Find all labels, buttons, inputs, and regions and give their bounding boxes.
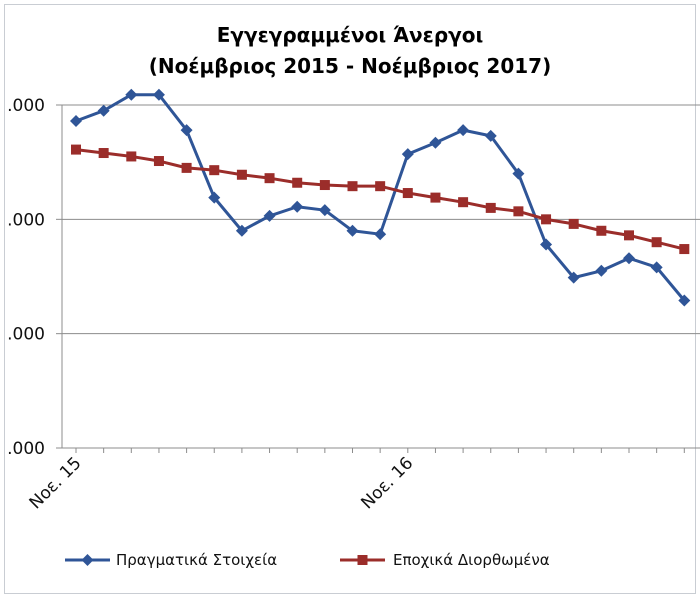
series-1-point-14 — [458, 197, 469, 208]
legend-marker-0 — [81, 554, 94, 566]
series-0-point-14 — [457, 124, 470, 137]
series-1-point-3 — [153, 156, 164, 167]
series-0-point-15 — [484, 129, 497, 142]
series-1-point-4 — [181, 162, 192, 173]
series-1-point-11 — [375, 181, 386, 192]
series-0-point-20 — [623, 252, 635, 265]
series-1-point-9 — [319, 180, 330, 191]
series-0-point-9 — [318, 204, 331, 217]
x-tick-label-1: Νοε. 16 — [357, 453, 417, 513]
series-1-point-2 — [126, 151, 137, 162]
series-line-0 — [75, 93, 686, 302]
chart-subtitle: (Νοέμβριος 2015 - Νοέμβριος 2017) — [148, 54, 552, 78]
series-1-point-20 — [624, 230, 634, 241]
y-tick-label-2: .000 — [7, 210, 45, 230]
y-tick-label-1: .000 — [7, 325, 45, 345]
y-tick-label-0: .000 — [7, 439, 45, 459]
series-0-point-10 — [346, 224, 359, 237]
series-0-point-13 — [429, 136, 442, 149]
series-0-point-18 — [567, 271, 580, 284]
series-1-point-12 — [402, 188, 413, 199]
series-1-point-19 — [596, 225, 607, 236]
series-0-point-16 — [512, 167, 525, 180]
series-0-point-7 — [263, 209, 276, 222]
series-1-point-6 — [236, 169, 247, 180]
x-tick-label-0: Νοε. 15 — [26, 453, 86, 513]
series-0-point-2 — [125, 88, 138, 101]
series-1-point-0 — [71, 144, 81, 155]
series-1-point-22 — [679, 244, 690, 255]
series-1-point-8 — [292, 177, 303, 188]
series-0-point-8 — [291, 200, 304, 213]
legend-label-1: Εποχικά Διορθωμένα — [393, 551, 550, 569]
series-0-point-5 — [208, 191, 221, 204]
series-0-point-17 — [540, 238, 553, 251]
series-1-point-21 — [651, 237, 662, 248]
chart-title: Εγγεγραμμένοι Άνεργοι — [216, 23, 484, 47]
series-1-point-13 — [430, 192, 441, 203]
series-0-point-11 — [374, 228, 387, 241]
series-1-point-16 — [513, 206, 524, 217]
series-1-point-15 — [485, 202, 496, 213]
series-0-point-0 — [70, 115, 82, 128]
series-0-point-19 — [595, 264, 608, 277]
chart-frame — [4, 4, 696, 594]
series-1-point-18 — [568, 218, 579, 229]
series-1-point-17 — [541, 214, 552, 225]
legend-marker-1 — [357, 555, 368, 565]
series-0-point-6 — [235, 224, 248, 237]
legend-label-0: Πραγματικά Στοιχεία — [116, 551, 277, 569]
series-0-point-1 — [97, 104, 110, 117]
series-0-point-12 — [401, 148, 414, 161]
series-0-point-22 — [678, 294, 691, 307]
chart-title-block: Εγγεγραμμένοι Άνεργοι (Νοέμβριος 2015 - … — [0, 20, 700, 82]
series-1-point-7 — [264, 173, 275, 184]
series-0-point-21 — [650, 261, 663, 274]
series-1-point-5 — [209, 165, 220, 176]
series-1-point-1 — [98, 148, 109, 159]
series-1-point-10 — [347, 181, 358, 192]
series-0-point-3 — [152, 88, 165, 101]
y-tick-label-3: .000 — [7, 96, 45, 116]
series-0-point-4 — [180, 124, 193, 137]
